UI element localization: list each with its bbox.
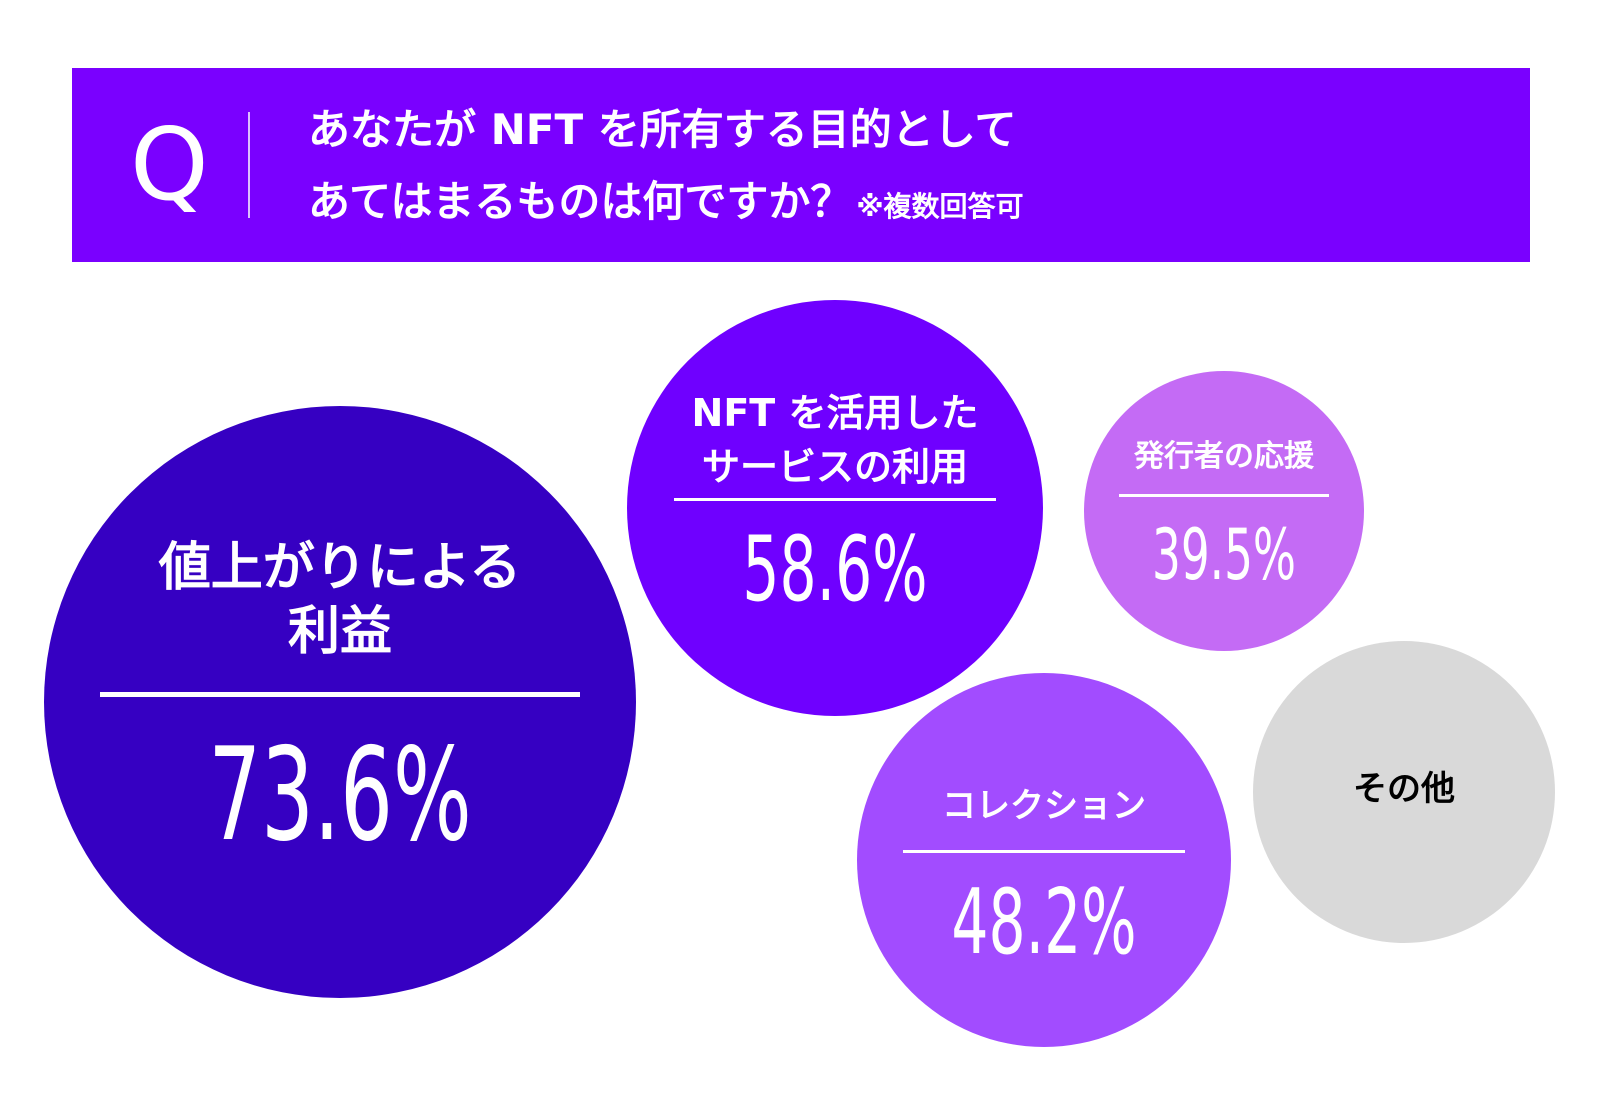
question-banner: Q あなたが NFT を所有する目的として あてはまるものは何ですか？ ※複数回答… bbox=[72, 68, 1530, 262]
bubble-4-label: コレクション bbox=[857, 783, 1231, 829]
bubble-1: 値上がりによる 利益 73.6% bbox=[44, 406, 636, 998]
bubble-5: その他 bbox=[1253, 641, 1555, 943]
bubble-3: 発行者の応援 39.5% bbox=[1084, 371, 1364, 651]
bubble-4-label-line-1: コレクション bbox=[942, 786, 1146, 826]
bubble-5-label: その他 bbox=[1253, 766, 1555, 812]
bubble-2-label-line-2: サービスの利用 bbox=[701, 445, 968, 489]
question-text: あなたが NFT を所有する目的として あてはまるものは何ですか？ ※複数回答可 bbox=[308, 94, 1024, 243]
question-line-2-text: あてはまるものは何ですか？ bbox=[308, 177, 853, 226]
bubble-4-rule bbox=[903, 850, 1185, 853]
question-line-1: あなたが NFT を所有する目的として bbox=[308, 105, 1017, 154]
bubble-3-rule bbox=[1119, 494, 1329, 497]
bubble-5-label-line-1: その他 bbox=[1353, 769, 1455, 809]
bubble-3-label: 発行者の応援 bbox=[1084, 437, 1364, 477]
question-note: ※複数回答可 bbox=[856, 190, 1024, 223]
bubble-2-label-line-1: NFT を活用した bbox=[691, 391, 979, 435]
bubble-1-label: 値上がりによる 利益 bbox=[44, 536, 636, 664]
bubble-4: コレクション 48.2% bbox=[857, 673, 1231, 1047]
q-badge: Q bbox=[130, 106, 209, 223]
bubble-4-value: 48.2% bbox=[951, 870, 1137, 975]
bubble-2: NFT を活用した サービスの利用 58.6% bbox=[627, 300, 1043, 716]
banner-divider bbox=[248, 112, 250, 218]
bubble-3-value: 39.5% bbox=[1151, 514, 1297, 596]
bubble-2-value: 58.6% bbox=[742, 517, 928, 622]
bubble-1-label-line-1: 値上がりによる bbox=[158, 538, 522, 598]
bubble-1-rule bbox=[100, 692, 580, 697]
bubble-1-label-line-2: 利益 bbox=[287, 602, 392, 662]
bubble-3-label-line-1: 発行者の応援 bbox=[1134, 439, 1314, 474]
question-line-2: あてはまるものは何ですか？ ※複数回答可 bbox=[308, 166, 1024, 243]
bubble-1-value: 73.6% bbox=[208, 721, 472, 870]
bubble-2-rule bbox=[674, 498, 996, 501]
bubble-2-label: NFT を活用した サービスの利用 bbox=[627, 386, 1043, 494]
